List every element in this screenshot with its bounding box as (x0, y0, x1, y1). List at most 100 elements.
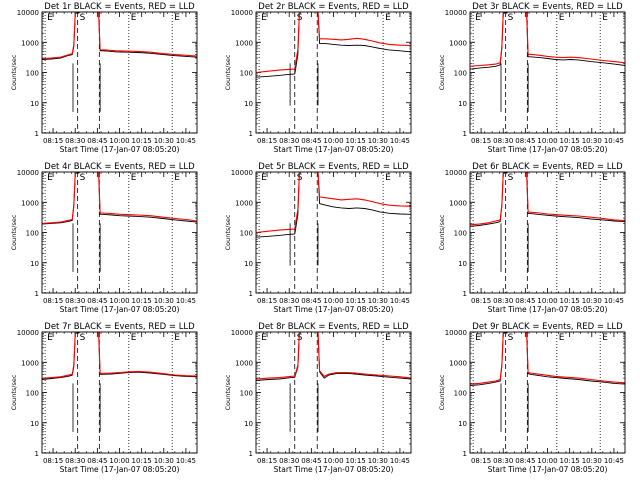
x-tick-label: 10:45 (176, 137, 196, 145)
marker-label: S (297, 173, 303, 183)
x-axis-label: Start Time (17-Jan-07 08:05:20) (274, 465, 394, 474)
plot-title: Det 9r BLACK = Events, RED = LLD (472, 322, 623, 332)
y-tick-label: 100 (240, 390, 253, 398)
x-tick-label: 08:15 (257, 457, 277, 465)
y-tick-label: 100 (26, 390, 39, 398)
y-axis-label: Counts/sec (10, 54, 18, 90)
x-tick-label: 10:45 (176, 457, 196, 465)
marker-label: S (508, 333, 514, 343)
y-axis-label: Counts/sec (438, 214, 446, 250)
plot-frame (469, 171, 626, 294)
y-tick-label: 100 (240, 230, 253, 238)
x-tick-label: 08:45 (515, 297, 535, 305)
x-tick-label: 08:15 (43, 457, 63, 465)
marker-label: S (80, 13, 86, 23)
marker-label: E (385, 13, 391, 23)
y-tick-label: 100 (26, 70, 39, 78)
plot-frame (255, 11, 412, 134)
plot-panel: 1 10 100 1000 10000 08:15 08:30 08:45 10:00 10:15… (10, 2, 198, 154)
x-axis-label: Start Time (17-Jan-07 08:05:20) (488, 145, 608, 154)
x-tick-label: 10:30 (368, 297, 388, 305)
y-tick-label: 10 (30, 420, 39, 428)
x-tick-label: 10:30 (582, 297, 602, 305)
x-tick-label: 10:00 (323, 137, 343, 145)
series-line-events (256, 332, 411, 381)
x-axis-label: Start Time (17-Jan-07 08:05:20) (60, 465, 180, 474)
series-line-lld (256, 12, 411, 74)
marker-label: S (80, 173, 86, 183)
series-line-events (42, 172, 197, 225)
x-tick-label: 08:15 (471, 297, 491, 305)
x-tick-label: 08:30 (65, 137, 85, 145)
marker-label: E (559, 173, 565, 183)
plot-title: Det 1r BLACK = Events, RED = LLD (44, 2, 195, 12)
y-tick-label: 1000 (21, 359, 39, 367)
marker-label: E (385, 333, 391, 343)
y-axis-label: Counts/sec (224, 374, 232, 410)
series-line-events (470, 172, 625, 227)
x-tick-label: 10:00 (109, 297, 129, 305)
plot-frame (469, 11, 626, 134)
marker-label: S (80, 333, 86, 343)
marker-label: E (475, 173, 481, 183)
marker-label: E (602, 173, 608, 183)
y-tick-label: 10000 (231, 329, 253, 337)
y-tick-label: 10000 (17, 169, 39, 177)
marker-label: E (261, 173, 267, 183)
plot-frame (41, 171, 198, 294)
y-tick-label: 1000 (449, 39, 467, 47)
x-tick-label: 10:15 (560, 457, 580, 465)
x-tick-label: 08:30 (493, 457, 513, 465)
x-tick-label: 10:15 (132, 137, 152, 145)
series-line-events (470, 332, 625, 386)
x-tick-label: 10:45 (604, 297, 624, 305)
y-tick-label: 1 (35, 130, 39, 138)
y-tick-label: 10000 (445, 169, 467, 177)
marker-label: E (174, 13, 180, 23)
y-axis-label: Counts/sec (438, 374, 446, 410)
marker-label: E (131, 173, 137, 183)
x-tick-label: 10:00 (537, 137, 557, 145)
y-tick-label: 100 (454, 390, 467, 398)
y-tick-label: 10 (458, 260, 467, 268)
marker-label: E (47, 333, 53, 343)
marker-label: E (385, 173, 391, 183)
plot-panel: 1 10 100 1000 10000 08:15 08:30 08:45 10:00 10:15… (10, 162, 198, 314)
plot-title: Det 4r BLACK = Events, RED = LLD (44, 162, 195, 172)
x-tick-label: 10:45 (390, 457, 410, 465)
x-tick-label: 08:45 (87, 297, 107, 305)
x-tick-label: 08:15 (257, 297, 277, 305)
plot-panel: 1 10 100 1000 10000 08:15 08:30 08:45 10:00 10:15… (224, 162, 412, 314)
y-axis-label: Counts/sec (10, 374, 18, 410)
plot-panel: 1 10 100 1000 10000 08:15 08:30 08:45 10:00 10:15… (438, 322, 626, 474)
y-tick-label: 1 (249, 450, 253, 458)
x-tick-label: 08:15 (471, 457, 491, 465)
marker-label: E (131, 333, 137, 343)
x-tick-label: 08:15 (257, 137, 277, 145)
plot-title: Det 3r BLACK = Events, RED = LLD (472, 2, 623, 12)
y-tick-label: 10000 (17, 9, 39, 17)
y-tick-label: 10000 (445, 329, 467, 337)
series-line-lld (470, 172, 625, 226)
x-tick-label: 10:15 (560, 297, 580, 305)
y-tick-label: 10 (244, 260, 253, 268)
x-tick-label: 10:30 (368, 137, 388, 145)
marker-label: E (47, 13, 53, 23)
y-tick-label: 1000 (21, 199, 39, 207)
y-tick-label: 10 (458, 100, 467, 108)
x-tick-label: 08:45 (301, 457, 321, 465)
x-tick-label: 10:45 (390, 137, 410, 145)
marker-label: E (174, 173, 180, 183)
y-tick-label: 10 (458, 420, 467, 428)
plot-panel: 1 10 100 1000 10000 08:15 08:30 08:45 10:00 10:15… (224, 2, 412, 154)
y-tick-label: 100 (26, 230, 39, 238)
plot-frame (41, 11, 198, 134)
plot-panel: 1 10 100 1000 10000 08:15 08:30 08:45 10:00 10:15… (438, 2, 626, 154)
marker-label: E (559, 13, 565, 23)
plot-frame (469, 331, 626, 454)
x-tick-label: 10:00 (537, 457, 557, 465)
marker-label: S (297, 13, 303, 23)
y-tick-label: 1000 (235, 39, 253, 47)
y-tick-label: 100 (454, 230, 467, 238)
x-axis-label: Start Time (17-Jan-07 08:05:20) (488, 465, 608, 474)
